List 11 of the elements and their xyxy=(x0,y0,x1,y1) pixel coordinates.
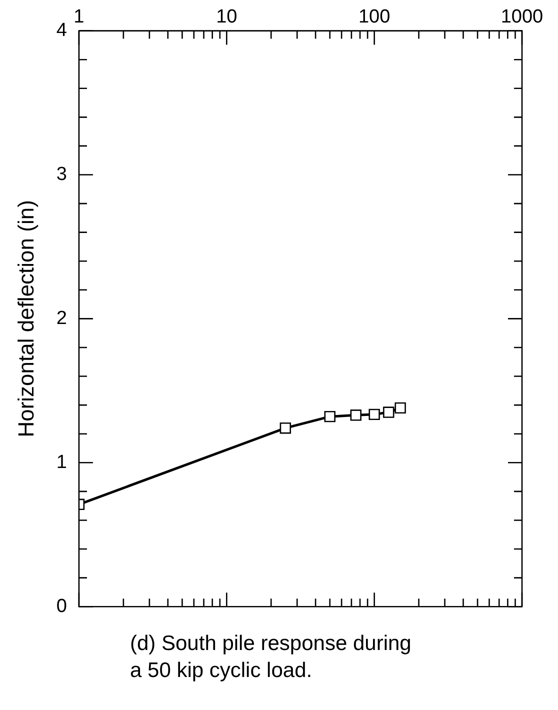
y-tick-label: 4 xyxy=(56,20,68,42)
x-tick-label: 1 xyxy=(74,6,84,28)
y-tick-label: 0 xyxy=(56,596,67,617)
x-tick-label: 10 xyxy=(216,6,238,28)
y-tick-label: 2 xyxy=(56,308,67,329)
y-tick-label: 1 xyxy=(56,452,67,473)
text: (d) South pile response during a 50 kip cyclic load. xyxy=(130,631,412,684)
y-axis-title: Horizontal deflection (in) xyxy=(13,200,38,438)
y-tick-label: 3 xyxy=(56,164,67,185)
x-tick-label: 1000 xyxy=(500,6,544,28)
x-tick-label: 100 xyxy=(358,6,390,28)
